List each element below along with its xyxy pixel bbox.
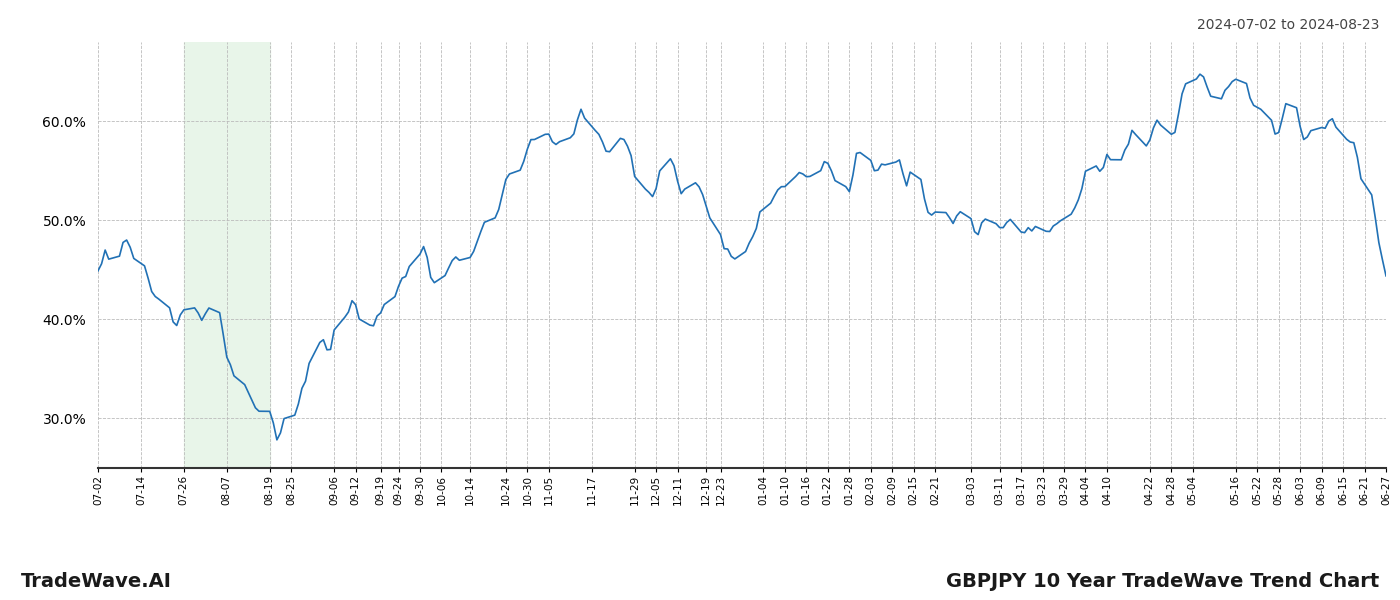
- Bar: [183, 42, 270, 468]
- Text: 2024-07-02 to 2024-08-23: 2024-07-02 to 2024-08-23: [1197, 18, 1379, 32]
- Text: GBPJPY 10 Year TradeWave Trend Chart: GBPJPY 10 Year TradeWave Trend Chart: [946, 572, 1379, 591]
- Text: TradeWave.AI: TradeWave.AI: [21, 572, 172, 591]
